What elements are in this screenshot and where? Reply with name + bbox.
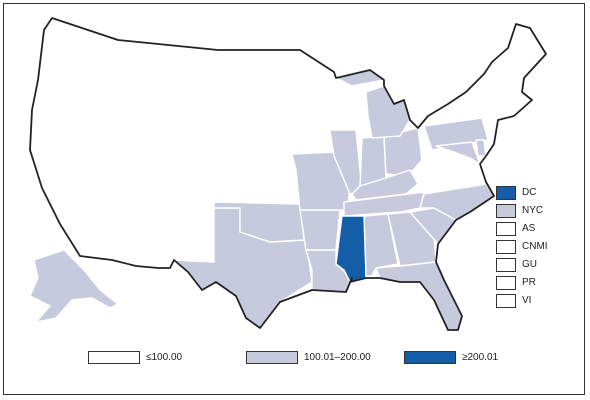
state-ohio (383, 127, 423, 177)
legend-label: 100.01–200.00 (304, 352, 371, 363)
jurisdiction-vi: VI (496, 292, 556, 310)
jurisdiction-swatch (496, 240, 516, 254)
jurisdiction-cnmi: CNMI (496, 238, 556, 256)
jurisdiction-pr: PR (496, 274, 556, 292)
jurisdiction-gu: GU (496, 256, 556, 274)
state-hawaii (127, 289, 191, 331)
state-north-dakota (215, 49, 285, 95)
state-nevada (63, 117, 129, 211)
jurisdiction-as: AS (496, 220, 556, 238)
state-wyoming (145, 95, 217, 151)
legend-item-low: ≤100.00 (88, 350, 228, 366)
jurisdiction-nyc: NYC (496, 202, 556, 220)
legend-label: ≤100.00 (146, 352, 183, 363)
state-new-york (427, 73, 505, 121)
jurisdiction-swatch (496, 204, 516, 218)
state-south-dakota (213, 91, 287, 139)
jurisdiction-swatch (496, 186, 516, 200)
states-low (29, 17, 547, 331)
state-massachusetts (499, 91, 533, 107)
jurisdiction-label: GU (522, 259, 537, 270)
state-arkansas (299, 209, 341, 251)
state-arizona (111, 191, 163, 269)
state-florida (375, 261, 463, 331)
legend-swatch (246, 351, 298, 364)
jurisdiction-label: AS (522, 223, 536, 234)
state-colorado (161, 145, 233, 201)
state-alaska (29, 249, 119, 323)
state-tennessee (343, 191, 425, 217)
jurisdiction-swatch (496, 276, 516, 290)
national-outline (29, 17, 547, 331)
legend-label: ≥200.01 (462, 352, 499, 363)
legend-item-mid: 100.01–200.00 (246, 350, 406, 366)
jurisdiction-label: CNMI (522, 241, 548, 252)
jurisdiction-swatch (496, 222, 516, 236)
legend-item-high: ≥200.01 (404, 350, 544, 366)
legend-swatch (88, 351, 140, 364)
state-wisconsin (315, 77, 359, 131)
state-delaware (475, 139, 487, 157)
jurisdiction-swatch (496, 294, 516, 308)
jurisdiction-label: DC (522, 187, 537, 198)
state-georgia (387, 211, 437, 267)
jurisdiction-label: VI (522, 295, 532, 306)
legend-swatch (404, 351, 456, 364)
jurisdiction-dc: DC (496, 184, 556, 202)
states-mid (29, 69, 495, 331)
state-new-mexico (157, 195, 219, 269)
jurisdiction-label: PR (522, 277, 536, 288)
jurisdiction-label: NYC (522, 205, 544, 216)
state-kansas (229, 167, 301, 205)
jurisdiction-swatch (496, 258, 516, 272)
state-maryland (435, 141, 481, 165)
